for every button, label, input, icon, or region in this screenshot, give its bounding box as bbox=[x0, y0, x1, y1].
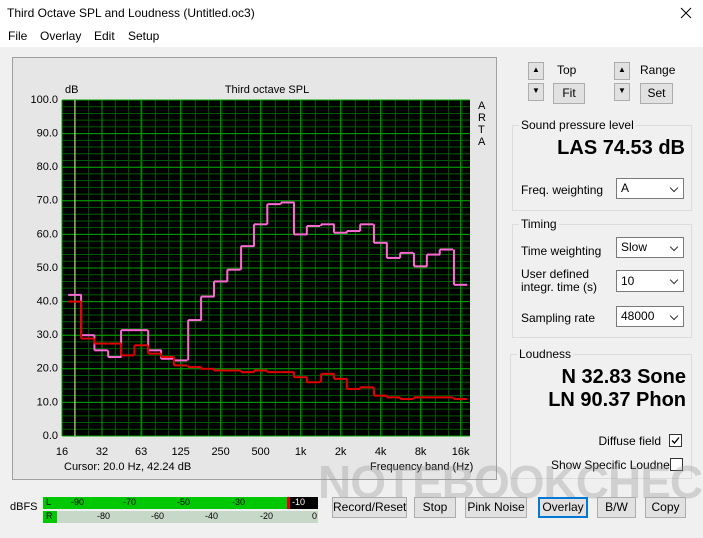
label: Range bbox=[640, 63, 676, 77]
label: Time weighting bbox=[521, 244, 602, 258]
y-tick-label: 70.0 bbox=[37, 195, 58, 207]
x-tick-label: 1k bbox=[295, 446, 307, 458]
dropdown[interactable]: Slow bbox=[616, 237, 684, 258]
label: Sampling rate bbox=[521, 311, 596, 325]
button[interactable]: Stop bbox=[414, 497, 456, 518]
x-tick-label: 63 bbox=[135, 446, 147, 458]
meter-peak bbox=[287, 497, 290, 509]
menu-item[interactable]: Edit bbox=[94, 29, 115, 43]
label: Freq. weighting bbox=[521, 183, 604, 197]
spin-down[interactable]: ▼ bbox=[614, 83, 630, 101]
x-tick-label: 16k bbox=[452, 446, 470, 458]
meter-track bbox=[43, 511, 318, 523]
y-tick-label: 100.0 bbox=[30, 94, 58, 106]
button[interactable]: Copy bbox=[645, 497, 686, 518]
button[interactable]: Record/Reset bbox=[332, 497, 407, 518]
checkbox[interactable] bbox=[669, 434, 682, 447]
button[interactable]: Set bbox=[640, 83, 673, 104]
loudness-reading: N 32.83 Sone bbox=[561, 366, 686, 388]
chart-title: Third octave SPL bbox=[225, 84, 309, 96]
menu-item[interactable]: File bbox=[8, 29, 28, 43]
meter-tick: -10 bbox=[292, 497, 306, 507]
checkbox[interactable] bbox=[670, 458, 683, 471]
y-tick-label: 10.0 bbox=[37, 396, 58, 408]
meter-bar bbox=[43, 511, 57, 523]
y-tick-label: 40.0 bbox=[37, 296, 58, 308]
meter-tick: 0 bbox=[312, 511, 318, 521]
x-tick-label: 8k bbox=[415, 446, 427, 458]
meter-bar bbox=[43, 497, 287, 509]
y-tick-label: 80.0 bbox=[37, 161, 58, 173]
group-box bbox=[512, 224, 692, 338]
y-tick-label: 60.0 bbox=[37, 228, 58, 240]
meter-label: dBFS bbox=[10, 501, 38, 513]
group-label: Timing bbox=[519, 217, 559, 231]
menu-item[interactable]: Overlay bbox=[40, 29, 82, 43]
y-tick-label: 50.0 bbox=[37, 262, 58, 274]
meter-tick: -60 bbox=[151, 511, 165, 521]
label: integr. time (s) bbox=[521, 280, 598, 294]
button[interactable]: Overlay bbox=[538, 497, 588, 518]
meter-tick: -40 bbox=[205, 511, 219, 521]
x-tick-label: 125 bbox=[171, 446, 189, 458]
close-button[interactable] bbox=[680, 7, 692, 19]
group-label: Loudness bbox=[517, 347, 574, 361]
meter-channel: L bbox=[46, 497, 52, 507]
text-input[interactable]: 10 bbox=[616, 270, 684, 292]
dropdown[interactable]: A bbox=[616, 178, 684, 199]
button[interactable]: B/W bbox=[597, 497, 636, 518]
loudness-level: LN 90.37 Phon bbox=[548, 389, 686, 411]
x-axis-label: Frequency band (Hz) bbox=[370, 461, 474, 473]
chart: 0.0 10.0 20.0 30.0 40.0 50.0 60.0 70.0 80.0 90.0 1… bbox=[30, 84, 470, 458]
label: Show Specific Loudness bbox=[551, 458, 682, 472]
x-tick-label: 2k bbox=[335, 446, 347, 458]
x-tick-label: 250 bbox=[211, 446, 229, 458]
spl-reading: LAS 74.53 dB bbox=[557, 137, 685, 159]
meter-tick: -70 bbox=[123, 497, 137, 507]
y-tick-label: 30.0 bbox=[37, 329, 58, 341]
x-tick-label: 16 bbox=[56, 446, 68, 458]
label: Top bbox=[557, 63, 577, 77]
x-tick-label: 32 bbox=[96, 446, 108, 458]
menu-item[interactable]: Setup bbox=[128, 29, 160, 43]
label: User defined bbox=[521, 267, 590, 281]
brand: ARTA bbox=[478, 100, 486, 148]
meter-tick: -90 bbox=[71, 497, 85, 507]
dropdown[interactable]: 48000 bbox=[616, 306, 684, 327]
spin-up[interactable]: ▲ bbox=[528, 62, 544, 80]
window-title: Third Octave SPL and Loudness (Untitled.… bbox=[7, 6, 255, 20]
group-label: Sound pressure level bbox=[519, 118, 636, 132]
x-tick-label: 4k bbox=[375, 446, 387, 458]
title-area bbox=[0, 0, 703, 47]
button[interactable]: Fit bbox=[553, 83, 585, 104]
y-tick-label: 0.0 bbox=[43, 430, 58, 442]
y-tick-label: 20.0 bbox=[37, 363, 58, 375]
meter-tick: -50 bbox=[177, 497, 191, 507]
y-axis-label: dB bbox=[65, 84, 78, 96]
spin-up[interactable]: ▲ bbox=[614, 62, 630, 80]
y-tick-label: 90.0 bbox=[37, 128, 58, 140]
meter-tick: -30 bbox=[232, 497, 246, 507]
meter-tick: -80 bbox=[97, 511, 111, 521]
group-box bbox=[510, 354, 692, 479]
button[interactable]: Pink Noise bbox=[465, 497, 527, 518]
x-tick-label: 500 bbox=[251, 446, 269, 458]
meter-channel: R bbox=[46, 511, 53, 521]
meter-tick: -20 bbox=[260, 511, 274, 521]
label: Diffuse field bbox=[598, 434, 661, 448]
cursor-readout: Cursor: 20.0 Hz, 42.24 dB bbox=[64, 461, 192, 473]
spin-down[interactable]: ▼ bbox=[528, 83, 544, 101]
